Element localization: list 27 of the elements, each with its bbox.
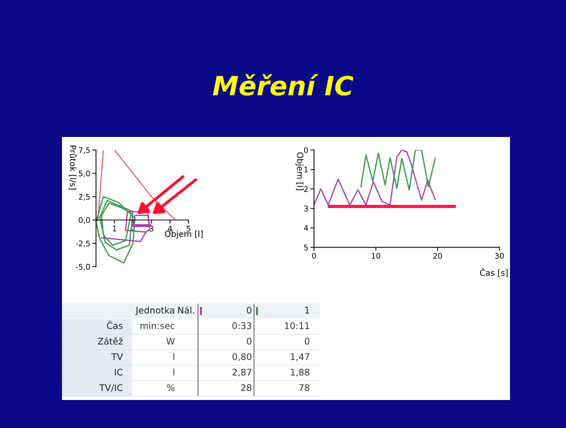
text: Měření IC <box>212 74 354 96</box>
text: 2,87 <box>232 368 252 377</box>
text: l <box>173 353 174 360</box>
text: min:sec <box>140 322 174 330</box>
x-axis-title: Objem [l] <box>164 230 203 239</box>
text: 10:11 <box>284 322 310 330</box>
text: W <box>166 338 175 344</box>
x-axis-title: Čas [s] <box>480 268 508 277</box>
text: 1,88 <box>290 368 310 377</box>
text: 0:33 <box>232 322 252 330</box>
text: l <box>173 368 174 376</box>
category-label: IC <box>114 368 123 376</box>
text: 0,80 <box>232 353 252 362</box>
text: 28 <box>241 384 252 392</box>
category-label: Nál. <box>178 306 194 314</box>
category-label: Čas <box>106 320 123 330</box>
category-label: 0 <box>246 306 252 314</box>
category-label: Zátěž <box>98 337 123 345</box>
text: % <box>166 384 174 392</box>
category-label: TV/IC <box>99 384 123 392</box>
text: 78 <box>299 384 310 392</box>
y-axis-title: Objem [l] <box>295 152 304 190</box>
text: 1,47 <box>290 353 310 362</box>
y-axis-title: Průtok [l/s] <box>68 146 78 190</box>
category-label: TV <box>111 353 123 360</box>
category-label: 0 <box>246 338 252 345</box>
category-label: Jednotka <box>135 306 174 316</box>
